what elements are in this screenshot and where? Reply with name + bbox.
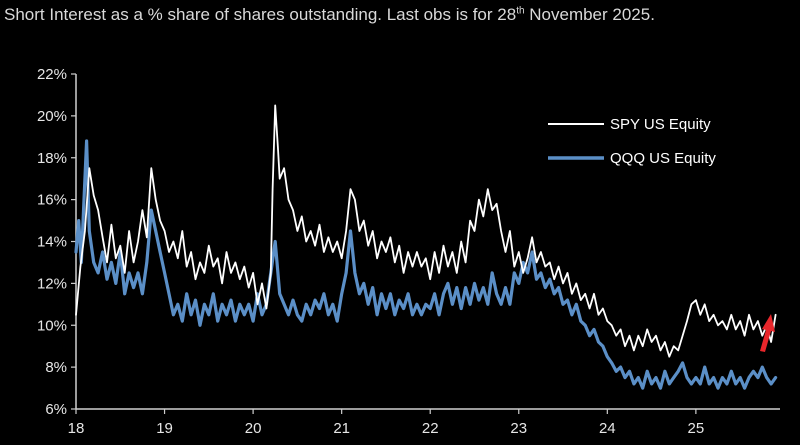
- x-tick-label: 23: [510, 420, 527, 437]
- y-tick-label: 22%: [37, 66, 67, 83]
- y-tick-label: 6%: [45, 401, 67, 418]
- x-tick-label: 20: [245, 420, 262, 437]
- x-tick-label: 19: [156, 420, 173, 437]
- legend-label: QQQ US Equity: [610, 150, 716, 167]
- y-tick-label: 12%: [37, 275, 67, 292]
- y-tick-label: 20%: [37, 108, 67, 125]
- x-tick-label: 24: [599, 420, 616, 437]
- y-tick-label: 18%: [37, 150, 67, 167]
- chart-title-superscript: th: [516, 5, 525, 17]
- x-tick-label: 21: [333, 420, 350, 437]
- y-tick-label: 14%: [37, 234, 67, 251]
- chart-series: [74, 104, 778, 390]
- red-up-arrow-icon: [760, 314, 775, 352]
- y-tick-label: 16%: [37, 192, 67, 209]
- x-tick-label: 22: [422, 420, 439, 437]
- spy-series-line: [75, 104, 777, 358]
- chart-legend: SPY US Equity QQQ US Equity: [548, 116, 716, 167]
- legend-label: SPY US Equity: [610, 116, 711, 133]
- y-tick-label: 10%: [37, 317, 67, 334]
- chart-annotation: [760, 314, 775, 352]
- chart-title-suffix: November 2025.: [524, 5, 655, 24]
- x-tick-label: 25: [688, 420, 705, 437]
- x-tick-label: 18: [68, 420, 85, 437]
- chart-title: Short Interest as a % share of shares ou…: [4, 4, 764, 25]
- y-tick-label: 8%: [45, 359, 67, 376]
- qqq-series-line: [74, 139, 778, 390]
- chart-axes: 6% 8% 10% 12% 14% 16% 18% 20% 22% 18 19 20 21 22 23 24 2…: [37, 66, 780, 437]
- chart-title-prefix: Short Interest as a % share of shares ou…: [4, 5, 517, 24]
